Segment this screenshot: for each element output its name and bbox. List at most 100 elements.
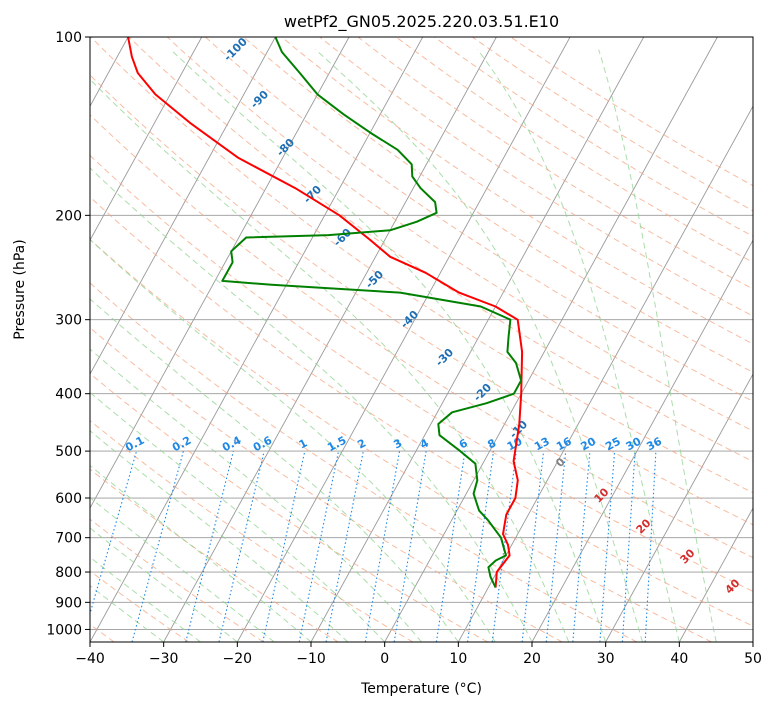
isotherm-line [384, 37, 718, 642]
dry-adiabat-line [90, 570, 190, 642]
moist-adiabat-line [90, 585, 164, 642]
temperature-profile-line [127, 37, 524, 588]
isotherm-line [90, 37, 276, 376]
isotherm-line [457, 105, 753, 642]
dry-adiabat-label: -30 [433, 346, 456, 369]
y-tick-label: 600 [55, 491, 82, 507]
mixing-ratio-line [185, 450, 234, 642]
dry-adiabat-line [90, 468, 339, 642]
mixing-ratio-line [521, 451, 545, 642]
y-tick-label: 200 [55, 208, 82, 224]
mixing-ratio-line [131, 450, 184, 642]
dry-adiabat-label: -50 [363, 268, 386, 291]
x-tick-label: 40 [670, 651, 688, 667]
x-axis: −40 −30 −20 −10 0 10 20 30 40 50 [75, 642, 762, 667]
mixing-ratio-label: 10 [505, 435, 525, 454]
dry-adiabat-line [90, 518, 264, 642]
isotherm-line [163, 37, 497, 642]
mixing-ratio-line [393, 451, 427, 642]
dry-adiabat-line [90, 327, 563, 642]
dry-adiabat-line [90, 74, 753, 526]
y-tick-label: 900 [55, 595, 82, 611]
moist-adiabat-line [90, 464, 312, 642]
mixing-ratio-label: 20 [578, 435, 598, 454]
y-tick-label: 100 [55, 30, 82, 46]
dry-adiabat-line [243, 37, 753, 373]
moist-adiabat-line [598, 49, 717, 642]
isotherm-line [236, 37, 571, 642]
moist-adiabat-label: 40 [723, 576, 743, 596]
mixing-ratio-label: 3 [391, 436, 404, 451]
dry-adiabat-line [166, 37, 753, 432]
isotherm-line [752, 641, 753, 642]
dry-adiabat-line [90, 282, 638, 642]
moist-adiabat-line [90, 78, 570, 642]
y-tick-label: 800 [55, 565, 82, 581]
mixing-ratio-line [325, 450, 364, 642]
mixing-ratio-line [90, 450, 138, 616]
moist-adiabat-line [90, 496, 275, 642]
dry-adiabat-label: -40 [398, 308, 421, 331]
moist-adiabat-line [90, 556, 201, 642]
moist-adiabat-line [90, 167, 533, 642]
mixing-ratio-label: 30 [624, 435, 644, 454]
dry-adiabat-label: -20 [471, 381, 494, 404]
mixing-ratio-label: 36 [644, 435, 664, 454]
x-tick-label: 10 [449, 651, 467, 667]
moist-adiabat-line [90, 239, 496, 642]
moist-adiabat-line [90, 527, 238, 642]
moist-adiabat-line [170, 49, 607, 642]
y-axis: 100 200 300 400 500 600 700 800 900 1000 [46, 30, 90, 638]
skewt-labels: 0.1 0.2 0.4 0.6 1 1.5 2 3 4 6 8 10 13 16 20 25 30 36-100-… [123, 35, 743, 597]
mixing-ratio-line [218, 450, 265, 642]
dry-adiabat-label: -80 [274, 136, 297, 159]
x-tick-label: 30 [597, 651, 615, 667]
mixing-ratio-group [90, 450, 657, 642]
profiles [127, 37, 524, 589]
mixing-ratio-line [435, 451, 466, 642]
dry-adiabat-line [204, 37, 753, 402]
mixing-ratio-label: 4 [418, 436, 431, 451]
isotherm-line [310, 37, 645, 642]
plot-frame [89, 36, 754, 643]
moist-adiabat-label: 30 [678, 546, 698, 566]
dry-adiabat-line [90, 114, 753, 559]
x-tick-label: 0 [380, 651, 389, 667]
mixing-ratio-line [545, 451, 567, 642]
mixing-ratio-line [364, 451, 401, 642]
moist-adiabat-line [90, 391, 386, 642]
y-tick-label: 300 [55, 313, 82, 329]
dewpoint-profile-line [221, 37, 523, 589]
dry-adiabat-label: -60 [331, 226, 354, 249]
y-tick-label: 400 [55, 387, 82, 403]
mixing-ratio-label: 13 [532, 435, 552, 454]
isotherm-line [678, 507, 753, 642]
x-tick-label: −20 [223, 651, 253, 667]
mixing-ratio-line [621, 451, 636, 642]
isotherm-line [531, 239, 753, 642]
y-tick-label: 1000 [46, 622, 82, 638]
dry-adiabat-line [90, 419, 414, 642]
x-tick-label: −10 [296, 651, 326, 667]
mixing-ratio-label: 25 [603, 435, 623, 454]
dry-adiabat-line [510, 37, 753, 187]
chart-title: wetPf2_GN05.2025.220.03.51.E10 [284, 12, 559, 32]
dry-adiabat-line [90, 238, 712, 642]
x-tick-label: 50 [744, 651, 762, 667]
isotherm-line [605, 373, 753, 642]
mixing-ratio-line [262, 450, 306, 642]
isotherm-line [90, 37, 203, 242]
dry-adiabat-line [281, 37, 753, 345]
moist-adiabat-line [477, 49, 680, 642]
x-axis-label: Temperature (°C) [360, 681, 482, 697]
moist-adiabat-line [90, 298, 459, 642]
dry-adiabat-line [319, 37, 753, 317]
background-lines [90, 37, 753, 642]
mixing-ratio-line [298, 450, 340, 642]
moist-adiabat-line [315, 49, 643, 642]
moist-adiabat-line [90, 430, 349, 642]
y-axis-label: Pressure (hPa) [12, 239, 28, 339]
dry-adiabat-line [395, 37, 753, 263]
moist-adiabat-label: 0 [553, 455, 568, 470]
